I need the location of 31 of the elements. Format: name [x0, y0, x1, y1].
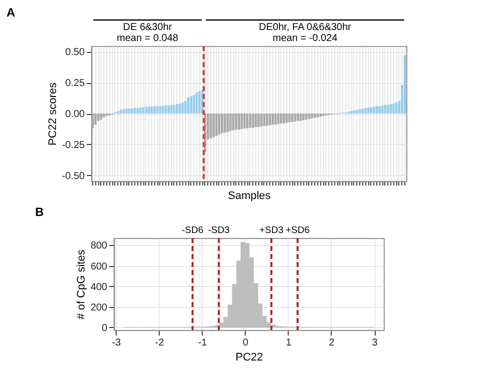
y-axis-title: PC22 scores: [46, 82, 59, 146]
x-tick-label: 3: [372, 338, 378, 348]
y-tick-label: 0: [102, 322, 108, 334]
y-tick-label: 0.50: [65, 47, 86, 58]
y-tick-label: 400: [90, 282, 108, 293]
ref-line-label: +SD6: [286, 225, 310, 236]
chart-title: A: [6, 5, 16, 20]
text: DE 6&30hr: [123, 22, 173, 33]
x-tick-label: -2: [155, 338, 164, 348]
y-axis-title: # of CpG sites: [76, 249, 88, 320]
ref-line-label: -SD6: [182, 225, 204, 236]
y-tick-label: -0.50: [62, 170, 86, 182]
x-axis-title: Samples: [228, 190, 272, 202]
y-tick-label: 0.25: [65, 78, 86, 90]
y-tick-label: 800: [90, 240, 108, 252]
x-tick-label: 0: [242, 338, 249, 348]
chart-title: B: [35, 205, 44, 219]
ref-line-label: -SD3: [208, 225, 230, 236]
x-axis-title: PC22: [235, 352, 264, 364]
y-tick-label: 600: [90, 261, 108, 272]
y-tick-label: -0.25: [62, 140, 86, 151]
y-tick-label: 0.00: [65, 109, 86, 120]
x-tick-label: 2: [328, 338, 335, 348]
y-tick-label: 200: [90, 302, 108, 314]
text: mean = 0.048: [116, 33, 179, 44]
text: DE0hr, FA 0&6&30hr: [258, 22, 352, 33]
text: mean = -0.024: [272, 33, 338, 44]
x-tick-label: -3: [112, 338, 122, 348]
x-tick-label: 1: [286, 338, 292, 348]
ref-line-label: +SD3: [259, 225, 284, 236]
x-tick-label: -1: [198, 338, 208, 348]
